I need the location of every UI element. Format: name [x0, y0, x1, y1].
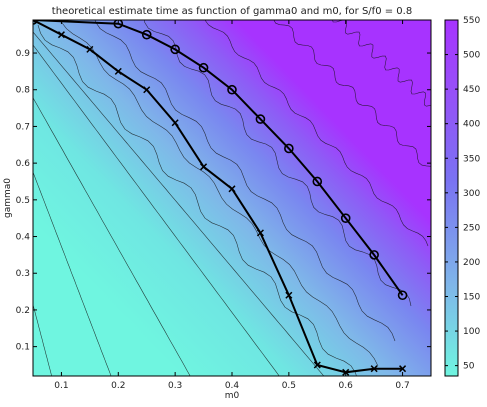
series-1-point: [256, 229, 264, 237]
y-tick-label: 0.2: [16, 306, 30, 316]
series-2-point: [198, 62, 209, 73]
series-1-point: [143, 86, 151, 94]
x-tick-label: 0.7: [395, 381, 409, 391]
series-2-point: [227, 84, 237, 95]
contour-line: [33, 44, 280, 376]
x-marker-stroke: [200, 163, 208, 171]
contour-line: [33, 303, 53, 376]
series-1-line: [33, 20, 403, 374]
x-tick-label: 0.4: [225, 381, 240, 391]
colorbar-tick-label: 450: [463, 85, 480, 95]
colorbar-ticks: 50 100 150 200 250 300 350 400 450 500 550: [445, 16, 480, 372]
series-2-point: [170, 44, 180, 55]
x-marker-stroke: [313, 361, 321, 369]
x-marker-stroke: [114, 67, 122, 75]
x-tick-label: 0.5: [282, 381, 296, 391]
x-tick-label: 0.6: [339, 381, 354, 391]
data-series: [33, 20, 408, 376]
y-axis-ticks: 0.1 0.2 0.3 0.4 0.5 0.6 0.7 0.8 0.9: [16, 49, 431, 353]
contour-line: [37, 24, 357, 376]
colorbar-tick-label: 250: [463, 223, 480, 233]
y-tick-label: 0.7: [16, 122, 30, 132]
contour-line: [273, 20, 431, 167]
y-tick-label: 0.4: [16, 233, 31, 243]
contour-line: [332, 20, 431, 107]
colorbar-tick-label: 300: [463, 189, 480, 199]
contour-line: [204, 20, 429, 247]
colorbar-tick-label: 500: [463, 51, 480, 61]
series-1-point: [399, 365, 407, 373]
x-marker-stroke: [57, 31, 65, 39]
y-tick-label: 0.1: [16, 343, 30, 353]
y-tick-label: 0.3: [16, 269, 30, 279]
contour-line: [33, 31, 325, 376]
colorbar-tick-label: 50: [463, 362, 475, 372]
series-2-point: [284, 143, 294, 154]
x-marker-stroke: [285, 291, 293, 299]
colorbar-tick-label: 550: [463, 16, 480, 26]
series-1-point: [86, 45, 94, 53]
colorbar: [444, 19, 459, 377]
y-axis-label: gamma0: [3, 178, 13, 218]
series-2-point: [340, 213, 351, 223]
series-2-point: [141, 29, 152, 40]
series-1-point: [114, 67, 122, 75]
x-tick-label: 0.3: [168, 381, 182, 391]
x-marker-stroke: [370, 365, 378, 373]
colorbar-tick-label: 350: [463, 154, 480, 164]
series-1-point: [370, 365, 378, 373]
x-marker-stroke: [86, 45, 94, 53]
contour-line: [94, 20, 396, 342]
x-tick-label: 0.2: [111, 381, 125, 391]
x-tick-label: 0.1: [54, 381, 68, 391]
series-1-point: [228, 185, 236, 193]
series-1-point: [285, 291, 293, 299]
series-2-point: [113, 20, 124, 29]
contour-line: [60, 20, 379, 367]
series-1-point: [313, 361, 321, 369]
y-tick-label: 0.8: [16, 86, 31, 96]
contour-line: [33, 171, 112, 376]
series-2-line: [33, 20, 404, 296]
y-tick-label: 0.9: [16, 49, 31, 59]
x-marker-stroke: [256, 229, 264, 237]
series-1-point: [57, 31, 65, 39]
x-marker-stroke: [228, 185, 236, 193]
chart-title: theoretical estimate time as function of…: [52, 6, 412, 17]
x-marker-stroke: [33, 20, 37, 24]
series-2-point: [255, 114, 266, 124]
series-1-point: [200, 163, 208, 171]
series-2-point: [397, 290, 408, 301]
y-tick-label: 0.5: [16, 196, 30, 206]
series-1-point: [171, 119, 179, 127]
x-axis-ticks: 0.1 0.2 0.3 0.4 0.5 0.6 0.7: [54, 20, 410, 391]
heatmap-field: [33, 20, 431, 376]
colorbar-tick-label: 100: [463, 327, 480, 337]
y-tick-label: 0.6: [16, 159, 31, 169]
x-axis-label: m0: [225, 391, 240, 401]
series-2-point: [312, 176, 323, 187]
x-marker-stroke: [399, 365, 407, 373]
colorbar-tick-label: 400: [463, 120, 480, 130]
x-marker-stroke: [171, 119, 179, 127]
series-2-point: [369, 250, 379, 260]
contour-lines: [33, 20, 431, 376]
contour-line: [33, 97, 191, 376]
series-1-point: [33, 20, 37, 24]
colorbar-tick-label: 200: [463, 258, 480, 268]
x-marker-stroke: [143, 86, 151, 94]
heatmap-background: [33, 20, 431, 376]
colorbar-tick-label: 150: [463, 293, 480, 303]
